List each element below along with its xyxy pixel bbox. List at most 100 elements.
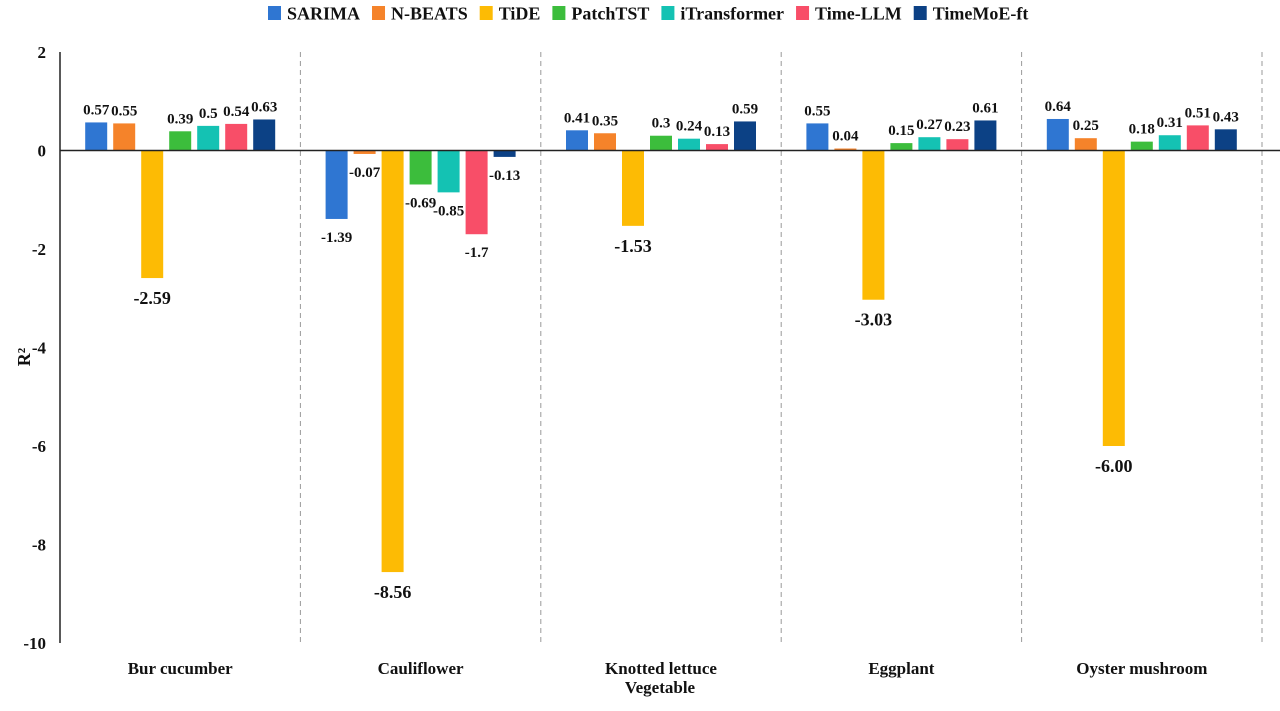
bar-tide xyxy=(622,150,644,226)
bar-itransformer xyxy=(1158,135,1181,151)
y-tick-label: 2 xyxy=(38,43,47,62)
category-label: Bur cucumber xyxy=(128,659,233,678)
data-label: 0.25 xyxy=(1073,118,1099,134)
bar-time-llm xyxy=(946,139,969,151)
bars xyxy=(85,118,1237,573)
category-labels: Bur cucumber Cauliflower Knotted lettuce Eg… xyxy=(128,659,1208,678)
bar-tide xyxy=(381,150,404,573)
data-label: -0.07 xyxy=(349,165,381,181)
data-label: 0.41 xyxy=(564,110,590,126)
data-label: 0.18 xyxy=(1129,122,1155,138)
data-label: -0.85 xyxy=(433,203,464,219)
data-label: -6.00 xyxy=(1095,456,1133,476)
data-label: 0.39 xyxy=(167,111,193,127)
legend-label: Time-LLM xyxy=(815,4,902,24)
x-axis-label: Vegetable xyxy=(625,678,696,697)
bar-timemoe-ft xyxy=(493,150,516,157)
bar-sarima xyxy=(325,150,348,219)
legend-label: SARIMA xyxy=(287,4,360,24)
bar-itransformer xyxy=(918,137,941,151)
bar-n-beats xyxy=(353,150,376,154)
data-label: 0.51 xyxy=(1185,105,1211,121)
y-tick-label: 0 xyxy=(38,142,47,161)
data-label: 0.63 xyxy=(251,99,277,115)
data-label: -1.39 xyxy=(321,230,352,246)
bar-n-beats xyxy=(1074,138,1097,151)
data-label: -8.56 xyxy=(374,582,412,602)
legend: SARIMA N-BEATS TiDE PatchTST iTransformer Tim… xyxy=(268,4,1028,24)
category-label: Knotted lettuce xyxy=(605,659,717,678)
y-tick-labels: 2 0 -2 -4 -6 -8 -10 xyxy=(23,43,46,653)
legend-label: TimeMoE-ft xyxy=(933,4,1029,24)
bar-itransformer xyxy=(678,138,700,151)
bar-itransformer xyxy=(197,125,220,151)
y-axis-label: R² xyxy=(14,348,34,366)
data-label: 0.35 xyxy=(592,113,618,129)
bar-time-llm xyxy=(1186,125,1209,151)
data-label: 0.15 xyxy=(888,123,914,139)
y-tick-label: -8 xyxy=(32,536,46,555)
legend-label: iTransformer xyxy=(680,4,784,24)
bar-time-llm xyxy=(706,144,728,151)
legend-label: TiDE xyxy=(499,4,541,24)
bar-sarima xyxy=(566,130,588,151)
data-label: -2.59 xyxy=(133,288,171,308)
data-label: 0.3 xyxy=(652,116,671,132)
data-label: -0.13 xyxy=(489,168,520,184)
data-label: 0.55 xyxy=(111,103,137,119)
data-label: 0.31 xyxy=(1157,115,1183,131)
data-label: 0.57 xyxy=(83,102,110,118)
category-label: Oyster mushroom xyxy=(1076,659,1207,678)
legend-label: N-BEATS xyxy=(391,4,468,24)
legend-swatch-itransformer xyxy=(661,6,675,20)
bar-time-llm xyxy=(225,123,248,151)
bar-patchtst xyxy=(409,150,432,185)
data-label: -3.03 xyxy=(855,310,893,330)
data-label: 0.54 xyxy=(223,104,250,120)
category-label: Cauliflower xyxy=(378,659,464,678)
data-labels: 0.57 0.55-2.590.39 0.5 0.54 0.63-1.39-0.07-8… xyxy=(83,99,1239,602)
y-tick-label: -6 xyxy=(32,437,46,456)
data-label: -1.7 xyxy=(465,245,489,261)
data-label: 0.23 xyxy=(944,119,970,135)
bar-patchtst xyxy=(169,131,192,151)
bar-timemoe-ft xyxy=(734,121,756,151)
legend-swatch-sarima xyxy=(268,6,281,20)
bar-timemoe-ft xyxy=(1214,129,1237,151)
data-label: 0.04 xyxy=(832,129,859,145)
bar-timemoe-ft xyxy=(253,119,276,151)
bar-tide xyxy=(1102,150,1125,446)
bar-timemoe-ft xyxy=(974,120,997,151)
y-tick-label: -4 xyxy=(32,339,47,358)
bar-tide xyxy=(862,150,885,300)
legend-swatch-timemoe-ft xyxy=(913,6,927,20)
data-label: 0.59 xyxy=(732,101,758,117)
legend-swatch-patchtst xyxy=(552,6,566,20)
axes xyxy=(59,52,1280,643)
bar-patchtst xyxy=(890,143,913,151)
data-label: 0.64 xyxy=(1045,99,1072,115)
bar-sarima xyxy=(85,122,108,151)
legend-label: PatchTST xyxy=(571,4,649,24)
data-label: 0.13 xyxy=(704,124,730,140)
data-label: -0.69 xyxy=(405,195,436,211)
bar-tide xyxy=(141,150,164,279)
bar-patchtst xyxy=(650,135,672,151)
legend-swatch-tide xyxy=(479,6,493,20)
bar-n-beats xyxy=(594,133,616,151)
data-label: 0.5 xyxy=(199,106,218,122)
data-label: 0.61 xyxy=(972,100,998,116)
data-label: 0.27 xyxy=(916,117,943,133)
y-tick-label: -2 xyxy=(32,240,46,259)
data-label: 0.55 xyxy=(804,103,830,119)
bar-n-beats xyxy=(834,148,857,151)
bar-sarima xyxy=(806,123,829,151)
data-label: 0.24 xyxy=(676,119,703,135)
data-label: -1.53 xyxy=(614,236,652,256)
legend-swatch-n-beats xyxy=(372,6,386,20)
data-label: 0.43 xyxy=(1213,109,1239,125)
y-tick-label: -10 xyxy=(23,634,46,653)
bar-sarima xyxy=(1046,118,1069,151)
legend-swatch-time-llm xyxy=(796,6,810,20)
